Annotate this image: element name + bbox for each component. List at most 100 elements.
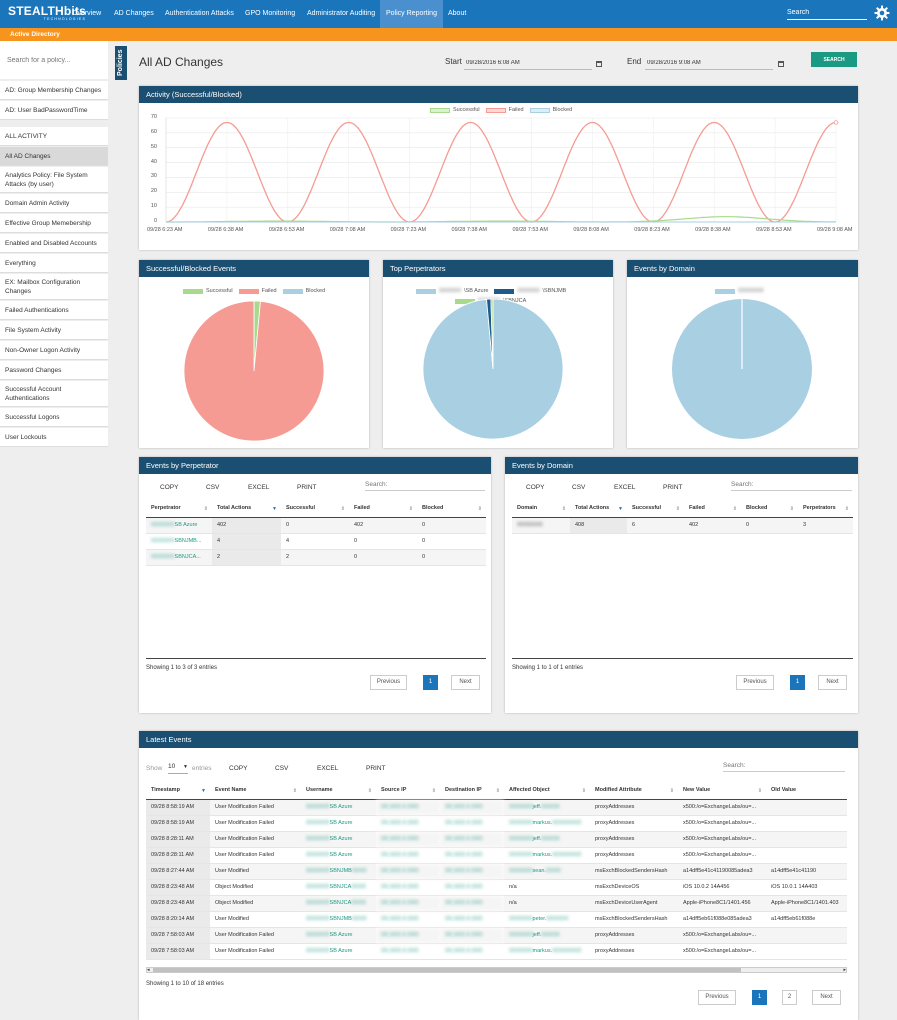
table-cell[interactable]: XXXXXX\jeff.XXXXX (504, 927, 590, 944)
table-cell[interactable]: XXXXXX\SB Azure (146, 517, 212, 534)
print-button[interactable]: PRINT (297, 484, 317, 491)
search-button[interactable]: SEARCH (811, 52, 857, 67)
csv-button[interactable]: CSV (572, 484, 586, 491)
col-event-name[interactable]: Event Name ⇕ (210, 782, 301, 800)
sidebar-item-user-lockouts[interactable]: User Lockouts (0, 428, 108, 447)
col-blocked[interactable]: Blocked ⇕ (417, 500, 486, 518)
legend-successful[interactable]: Successful (430, 107, 480, 113)
table-cell[interactable]: XX.XXX.X.XXX (376, 831, 440, 848)
table-cell[interactable]: XXXXXX\markus.XXXXXXXX (504, 943, 590, 960)
sidebar-item-successful-account-authentications[interactable]: Successful Account Authentications (0, 381, 108, 407)
next-page-button[interactable]: Next (812, 990, 841, 1005)
table-row[interactable]: 09/28 8:20:14 AM User Modified XXXXXX\SBNJ… (146, 911, 847, 928)
col-destination-ip[interactable]: Destination IP ⇕ (440, 782, 504, 800)
nav-policy-reporting[interactable]: Policy Reporting (380, 0, 443, 28)
table-row[interactable]: XXXXXX\SBNJMB... 4 4 0 0 (146, 533, 486, 550)
policies-tab[interactable]: Policies (115, 46, 127, 80)
table-row[interactable]: XXXXXXX 408 6 402 0 3 (512, 517, 853, 534)
print-button[interactable]: PRINT (366, 765, 386, 772)
table-cell[interactable]: XX.XXX.X.XXX (376, 815, 440, 832)
sidebar-item-password-changes[interactable]: Password Changes (0, 361, 108, 380)
table-row[interactable]: XXXXXX\SB Azure 402 0 402 0 (146, 517, 486, 534)
nav-about[interactable]: About (448, 10, 467, 17)
table-cell[interactable]: XXXXXX\peter.XXXXXX (504, 911, 590, 928)
nav-authentication-attacks[interactable]: Authentication Attacks (165, 10, 234, 17)
csv-button[interactable]: CSV (275, 765, 289, 772)
page-1-button[interactable]: 1 (790, 675, 805, 690)
stealthbits-logo[interactable]: STEALTHbits TECHNOLOGIES (8, 5, 86, 22)
table-cell[interactable]: XXXXXX\jeff.XXXXX (504, 831, 590, 848)
gear-icon[interactable] (874, 5, 890, 21)
col-affected-object[interactable]: Affected Object ⇕ (504, 782, 590, 800)
sidebar-item-successful-logons[interactable]: Successful Logons (0, 408, 108, 427)
table-row[interactable]: 09/28 8:23:48 AM Object Modified XXXXXX\SB… (146, 895, 847, 912)
table-cell[interactable]: XXXXXX\SBNJCAXXXX (301, 879, 376, 896)
end-date-input[interactable] (645, 56, 773, 70)
global-search-input[interactable] (787, 6, 867, 20)
nav-gpo-monitoring[interactable]: GPO Monitoring (245, 10, 296, 17)
table-cell[interactable]: XX.XXX.X.XXX (376, 879, 440, 896)
table-cell[interactable]: XXXXXX\SBNJMB... (146, 533, 212, 550)
table-row[interactable]: 09/28 8:23:48 AM Object Modified XXXXXX\SB… (146, 879, 847, 896)
table-cell[interactable]: XXXXXX\SBNJMBXXXX (301, 863, 376, 880)
table-cell[interactable]: XX.XXX.X.XXX (376, 911, 440, 928)
scroll-left-icon[interactable]: ◂ (147, 967, 150, 973)
end-calendar-icon[interactable] (778, 61, 784, 67)
next-page-button[interactable]: Next (818, 675, 847, 690)
table-cell[interactable]: XX.XXX.X.XXX (440, 831, 504, 848)
col-perpetrator[interactable]: Perpetrator ⇕ (146, 500, 212, 518)
table-cell[interactable]: XXXXXX\SB Azure (301, 831, 376, 848)
csv-button[interactable]: CSV (206, 484, 220, 491)
table-cell[interactable]: XX.XXX.X.XXX (376, 943, 440, 960)
col-new-value[interactable]: New Value ⇕ (678, 782, 766, 800)
sidebar-item-all-activity[interactable]: ALL ACTIVITY (0, 127, 108, 146)
table-cell[interactable]: XX.XXX.X.XXX (376, 799, 440, 816)
table-cell[interactable]: XXXXXX\SBNJMBXXXX (301, 911, 376, 928)
sidebar-item-ad-user-badpasswordtime[interactable]: AD: User BadPasswordTime (0, 101, 108, 120)
previous-page-button[interactable]: Previous (370, 675, 407, 690)
table-row[interactable]: 09/28 8:58:19 AM User Modification Failed… (146, 815, 847, 832)
col-source-ip[interactable]: Source IP ⇕ (376, 782, 440, 800)
table-cell[interactable]: XXXXXX\SB Azure (301, 847, 376, 864)
table-cell[interactable]: XX.XXX.X.XXX (440, 943, 504, 960)
col-old-value[interactable]: Old Value (766, 782, 847, 800)
page-1-button[interactable]: 1 (752, 990, 767, 1005)
table-row[interactable]: 09/28 8:58:19 AM User Modification Failed… (146, 799, 847, 816)
copy-button[interactable]: COPY (229, 765, 248, 772)
legend-failed[interactable]: Failed (485, 107, 524, 113)
sidebar-item-failed-authentications[interactable]: Failed Authentications (0, 301, 108, 320)
table-cell[interactable]: XX.XXX.X.XXX (376, 927, 440, 944)
table-row[interactable]: 09/28 7:58:03 AM User Modification Failed… (146, 927, 847, 944)
horizontal-scrollbar[interactable]: ◂ ▸ (146, 967, 847, 973)
sidebar-item-enabled-disabled-accounts[interactable]: Enabled and Disabled Accounts (0, 234, 108, 253)
nav-overview[interactable]: Overview (72, 10, 102, 17)
table-cell[interactable]: XX.XXX.X.XXX (440, 895, 504, 912)
legend-blocked[interactable]: Blocked (529, 107, 572, 113)
sidebar-item-domain-admin-activity[interactable]: Domain Admin Activity (0, 194, 108, 213)
table-cell[interactable]: XX.XXX.X.XXX (440, 799, 504, 816)
table-cell[interactable]: XXXXXX\SB Azure (301, 927, 376, 944)
sidebar-item-non-owner-logon-activity[interactable]: Non-Owner Logon Activity (0, 341, 108, 360)
scroll-right-icon[interactable]: ▸ (843, 967, 846, 973)
excel-button[interactable]: EXCEL (248, 484, 270, 491)
sidebar-item-everything[interactable]: Everything (0, 254, 108, 273)
col-timestamp[interactable]: Timestamp ▼ (146, 782, 210, 800)
previous-page-button[interactable]: Previous (698, 990, 736, 1005)
sidebar-item-analytics-file-system-attacks[interactable]: Analytics Policy: File System Attacks (b… (0, 167, 108, 193)
table-cell[interactable]: XXXXXX\SB Azure (301, 815, 376, 832)
sidebar-item-ad-group-membership-changes[interactable]: AD: Group Membership Changes (0, 81, 108, 100)
table-row[interactable]: 09/28 7:58:03 AM User Modification Failed… (146, 943, 847, 960)
excel-button[interactable]: EXCEL (614, 484, 636, 491)
col-total-actions[interactable]: Total Actions ▼ (570, 500, 627, 518)
table-cell[interactable]: XX.XXX.X.XXX (376, 863, 440, 880)
previous-page-button[interactable]: Previous (736, 675, 774, 690)
col-modified-attribute[interactable]: Modified Attribute ⇕ (590, 782, 678, 800)
table-cell[interactable]: XX.XXX.X.XXX (440, 815, 504, 832)
table-cell[interactable]: XX.XXX.X.XXX (440, 863, 504, 880)
sidebar-item-all-ad-changes[interactable]: All AD Changes (0, 147, 108, 166)
nav-administrator-auditing[interactable]: Administrator Auditing (307, 10, 376, 17)
table-cell[interactable]: XX.XXX.X.XXX (376, 847, 440, 864)
excel-button[interactable]: EXCEL (317, 765, 339, 772)
table-cell[interactable]: XXXXXX\markus.XXXXXXXX (504, 847, 590, 864)
page-2-button[interactable]: 2 (782, 990, 797, 1005)
